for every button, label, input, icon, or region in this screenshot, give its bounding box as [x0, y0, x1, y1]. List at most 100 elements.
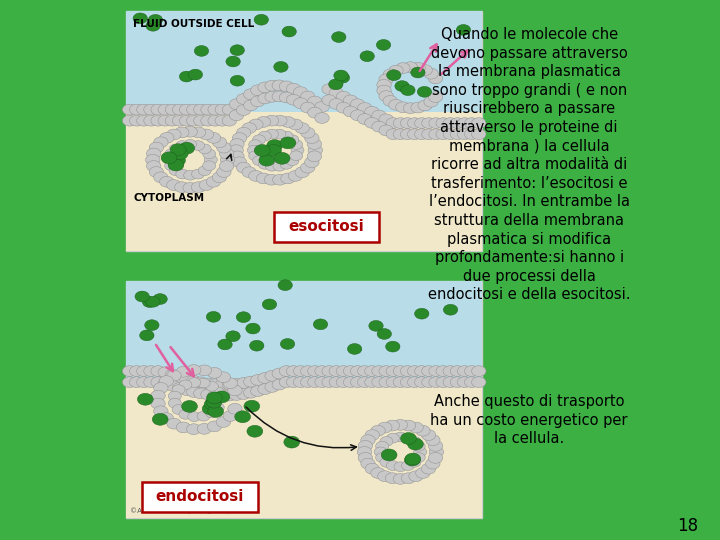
- Circle shape: [179, 115, 194, 126]
- Circle shape: [281, 117, 295, 127]
- Circle shape: [408, 129, 422, 139]
- Circle shape: [322, 377, 336, 388]
- Circle shape: [300, 127, 315, 138]
- Circle shape: [175, 182, 189, 193]
- Circle shape: [208, 115, 222, 126]
- Circle shape: [198, 166, 211, 176]
- Circle shape: [207, 132, 221, 143]
- Circle shape: [211, 402, 224, 412]
- Circle shape: [266, 145, 282, 157]
- Circle shape: [315, 112, 329, 123]
- Circle shape: [218, 339, 233, 350]
- Circle shape: [396, 63, 410, 73]
- Circle shape: [258, 131, 271, 141]
- Circle shape: [343, 377, 358, 388]
- Circle shape: [336, 377, 351, 388]
- Circle shape: [402, 461, 415, 470]
- Circle shape: [168, 159, 184, 171]
- Circle shape: [208, 406, 224, 417]
- Circle shape: [165, 104, 179, 115]
- Circle shape: [254, 15, 269, 25]
- Circle shape: [457, 366, 472, 376]
- Circle shape: [145, 154, 160, 165]
- Circle shape: [176, 140, 189, 150]
- Circle shape: [146, 160, 161, 171]
- Circle shape: [222, 379, 237, 390]
- Circle shape: [403, 62, 418, 72]
- Circle shape: [334, 70, 348, 81]
- Circle shape: [220, 160, 234, 171]
- Circle shape: [279, 92, 294, 103]
- Circle shape: [251, 386, 265, 396]
- Circle shape: [424, 68, 438, 79]
- Circle shape: [259, 154, 275, 166]
- Circle shape: [372, 377, 386, 388]
- Circle shape: [415, 366, 429, 376]
- Circle shape: [393, 129, 408, 139]
- Circle shape: [175, 127, 189, 138]
- Circle shape: [258, 384, 272, 395]
- Circle shape: [188, 69, 202, 80]
- Circle shape: [322, 94, 336, 105]
- Circle shape: [272, 368, 287, 379]
- Circle shape: [133, 13, 148, 24]
- Circle shape: [343, 106, 358, 117]
- Circle shape: [307, 151, 322, 162]
- Circle shape: [365, 430, 379, 441]
- Circle shape: [216, 372, 230, 383]
- Circle shape: [415, 468, 430, 478]
- Circle shape: [387, 433, 400, 443]
- Circle shape: [151, 377, 166, 388]
- Bar: [126, 112, 482, 251]
- Circle shape: [188, 412, 201, 422]
- Bar: [126, 281, 482, 381]
- Circle shape: [160, 177, 174, 187]
- Circle shape: [457, 129, 472, 139]
- Circle shape: [223, 378, 238, 389]
- Circle shape: [167, 370, 181, 381]
- Circle shape: [377, 328, 392, 339]
- Circle shape: [146, 21, 161, 31]
- Circle shape: [456, 24, 471, 35]
- Circle shape: [300, 102, 315, 113]
- Circle shape: [216, 416, 230, 427]
- Circle shape: [122, 115, 137, 126]
- Circle shape: [151, 104, 166, 115]
- Circle shape: [170, 144, 186, 156]
- Circle shape: [172, 147, 188, 159]
- Circle shape: [383, 96, 397, 106]
- Circle shape: [400, 366, 415, 376]
- Text: Quando le molecole che
devono passare attraverso
la membrana plasmatica
sono tro: Quando le molecole che devono passare at…: [428, 27, 631, 302]
- Circle shape: [264, 115, 279, 126]
- Circle shape: [197, 423, 212, 434]
- Circle shape: [377, 85, 391, 96]
- Circle shape: [410, 67, 425, 78]
- Circle shape: [266, 161, 279, 171]
- Circle shape: [158, 378, 172, 389]
- Circle shape: [322, 84, 336, 94]
- Circle shape: [377, 39, 391, 50]
- Circle shape: [307, 366, 322, 376]
- Circle shape: [422, 129, 436, 139]
- Circle shape: [300, 162, 315, 173]
- Text: ©Addison Wesley Longman, Inc.: ©Addison Wesley Longman, Inc.: [130, 508, 243, 514]
- Circle shape: [183, 183, 197, 193]
- Circle shape: [408, 436, 421, 446]
- Circle shape: [329, 366, 343, 376]
- Circle shape: [236, 105, 251, 116]
- Circle shape: [214, 391, 230, 403]
- Circle shape: [272, 379, 287, 390]
- Circle shape: [169, 144, 182, 154]
- Circle shape: [358, 441, 372, 451]
- Circle shape: [201, 389, 215, 400]
- Circle shape: [229, 145, 243, 156]
- Circle shape: [179, 142, 194, 154]
- Circle shape: [381, 449, 397, 461]
- Circle shape: [122, 377, 137, 388]
- Circle shape: [204, 398, 220, 410]
- Circle shape: [246, 323, 260, 334]
- Circle shape: [422, 118, 436, 129]
- Circle shape: [236, 127, 251, 138]
- Circle shape: [248, 151, 261, 160]
- Circle shape: [258, 93, 272, 104]
